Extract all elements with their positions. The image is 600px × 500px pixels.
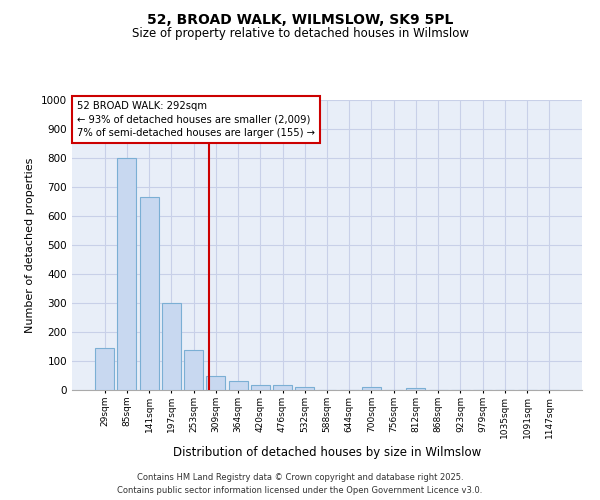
Bar xyxy=(95,348,114,390)
Bar xyxy=(362,387,381,390)
Bar xyxy=(118,158,136,390)
Text: Contains HM Land Registry data © Crown copyright and database right 2025.
Contai: Contains HM Land Registry data © Crown c… xyxy=(118,474,482,495)
Bar xyxy=(162,303,181,390)
Text: 52 BROAD WALK: 292sqm
← 93% of detached houses are smaller (2,009)
7% of semi-de: 52 BROAD WALK: 292sqm ← 93% of detached … xyxy=(77,102,315,138)
Bar xyxy=(273,385,292,390)
X-axis label: Distribution of detached houses by size in Wilmslow: Distribution of detached houses by size … xyxy=(173,446,481,459)
Text: Size of property relative to detached houses in Wilmslow: Size of property relative to detached ho… xyxy=(131,28,469,40)
Bar xyxy=(251,385,270,390)
Bar xyxy=(229,382,248,390)
Bar xyxy=(206,376,225,390)
Bar xyxy=(140,197,158,390)
Bar xyxy=(406,388,425,390)
Bar xyxy=(295,387,314,390)
Y-axis label: Number of detached properties: Number of detached properties xyxy=(25,158,35,332)
Bar xyxy=(184,350,203,390)
Text: 52, BROAD WALK, WILMSLOW, SK9 5PL: 52, BROAD WALK, WILMSLOW, SK9 5PL xyxy=(147,12,453,26)
